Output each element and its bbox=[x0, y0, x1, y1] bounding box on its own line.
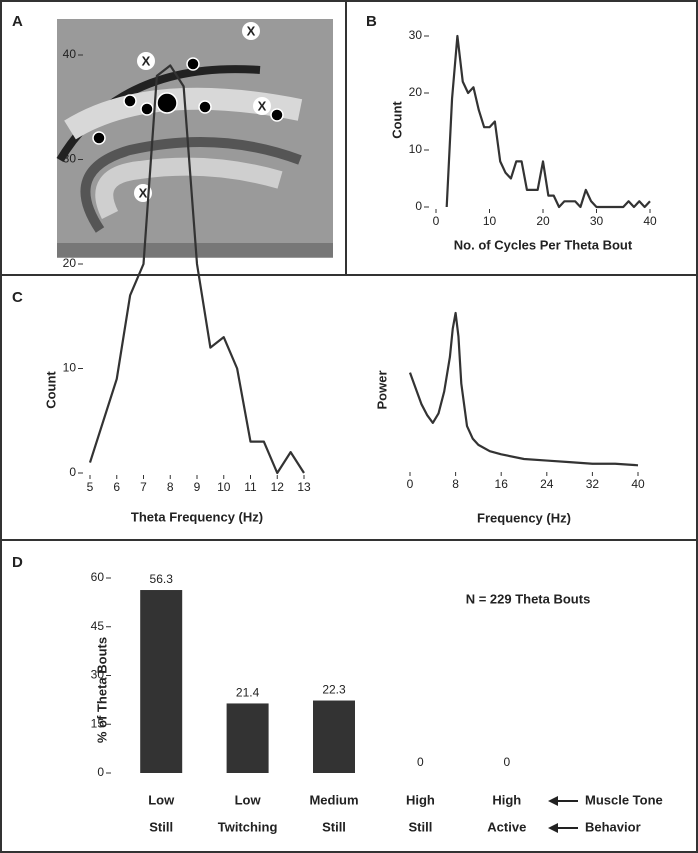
y-tick-label: 20 bbox=[409, 85, 423, 99]
row-name: Muscle Tone bbox=[585, 792, 663, 807]
x-tick-label: 12 bbox=[271, 480, 285, 494]
x-tick-label: 30 bbox=[590, 214, 604, 228]
panel-label: D bbox=[12, 554, 23, 571]
x-tick-label: 40 bbox=[643, 214, 657, 228]
marker: X bbox=[247, 23, 256, 38]
marker-bg bbox=[242, 22, 260, 40]
panel-label: A bbox=[12, 13, 23, 30]
bar bbox=[313, 700, 355, 773]
x-tick-label: 20 bbox=[536, 214, 550, 228]
x-axis-label: No. of Cycles Per Theta Bout bbox=[454, 237, 633, 252]
y-tick-label: 10 bbox=[63, 361, 77, 375]
x-tick-label: 8 bbox=[167, 480, 174, 494]
dot bbox=[198, 100, 212, 114]
value-label: 56.3 bbox=[150, 572, 174, 586]
marker-bg bbox=[137, 52, 155, 70]
dot bbox=[92, 131, 106, 145]
line bbox=[445, 34, 651, 209]
dot bbox=[123, 94, 137, 108]
dot bbox=[186, 57, 200, 71]
x-tick-label: Medium bbox=[309, 792, 358, 807]
line bbox=[408, 311, 639, 467]
x-tick-label: Still bbox=[149, 819, 173, 834]
arrow-head bbox=[548, 796, 558, 806]
y-tick-label: 45 bbox=[91, 619, 105, 633]
x-tick-label: 16 bbox=[495, 477, 509, 491]
value-label: 0 bbox=[503, 755, 510, 769]
x-axis-label: Theta Frequency (Hz) bbox=[131, 509, 263, 524]
row-name: Behavior bbox=[585, 819, 641, 834]
x-tick-label: 5 bbox=[87, 480, 94, 494]
x-tick-label: 0 bbox=[407, 477, 414, 491]
x-tick-label: 32 bbox=[586, 477, 600, 491]
annotation: N = 229 Theta Bouts bbox=[466, 591, 591, 606]
x-tick-label: Low bbox=[148, 792, 175, 807]
x-axis-label: Frequency (Hz) bbox=[477, 510, 571, 525]
marker: X bbox=[258, 98, 267, 113]
panel-label: B bbox=[366, 13, 377, 30]
x-tick-label: Active bbox=[487, 819, 526, 834]
y-tick-label: 0 bbox=[69, 465, 76, 479]
y-tick-label: 10 bbox=[409, 142, 423, 156]
x-tick-label: Still bbox=[322, 819, 346, 834]
line bbox=[88, 64, 305, 475]
x-tick-label: 0 bbox=[433, 214, 440, 228]
dot bbox=[156, 92, 178, 114]
x-tick-label: 40 bbox=[631, 477, 645, 491]
bar bbox=[226, 703, 269, 773]
x-tick-label: 7 bbox=[140, 480, 147, 494]
y-tick-label: 30 bbox=[63, 152, 77, 166]
y-axis-label: Power bbox=[374, 370, 389, 409]
y-axis-label: Count bbox=[43, 371, 58, 409]
value-label: 21.4 bbox=[236, 686, 260, 700]
x-tick-label: High bbox=[492, 792, 521, 807]
marker: X bbox=[142, 53, 151, 68]
dot bbox=[270, 108, 284, 122]
y-tick-label: 40 bbox=[63, 47, 77, 61]
bar bbox=[140, 590, 183, 773]
y-tick-label: 30 bbox=[409, 28, 423, 42]
value-label: 22.3 bbox=[322, 683, 346, 697]
x-tick-label: 10 bbox=[483, 214, 497, 228]
x-tick-label: Twitching bbox=[218, 819, 278, 834]
x-tick-label: Still bbox=[408, 819, 432, 834]
x-tick-label: 13 bbox=[297, 480, 311, 494]
y-axis-label: % of Theta Bouts bbox=[94, 637, 109, 743]
x-tick-label: Low bbox=[235, 792, 262, 807]
x-tick-label: 9 bbox=[194, 480, 201, 494]
x-tick-label: 8 bbox=[452, 477, 459, 491]
y-tick-label: 20 bbox=[63, 256, 77, 270]
y-tick-label: 0 bbox=[97, 765, 104, 779]
y-tick-label: 0 bbox=[415, 199, 422, 213]
y-tick-label: 60 bbox=[91, 570, 105, 584]
y-tick-label: 15 bbox=[91, 716, 105, 730]
marker: X bbox=[139, 185, 148, 200]
x-tick-label: 24 bbox=[540, 477, 554, 491]
x-tick-label: 6 bbox=[113, 480, 120, 494]
panel-label: C bbox=[12, 289, 23, 306]
y-tick-label: 30 bbox=[91, 668, 105, 682]
x-tick-label: 10 bbox=[217, 480, 231, 494]
dot bbox=[140, 102, 154, 116]
x-tick-label: 11 bbox=[244, 480, 257, 494]
value-label: 0 bbox=[417, 755, 424, 769]
x-tick-label: High bbox=[406, 792, 435, 807]
arrow-head bbox=[548, 823, 558, 833]
y-axis-label: Count bbox=[389, 101, 404, 139]
marker-bg bbox=[253, 97, 271, 115]
